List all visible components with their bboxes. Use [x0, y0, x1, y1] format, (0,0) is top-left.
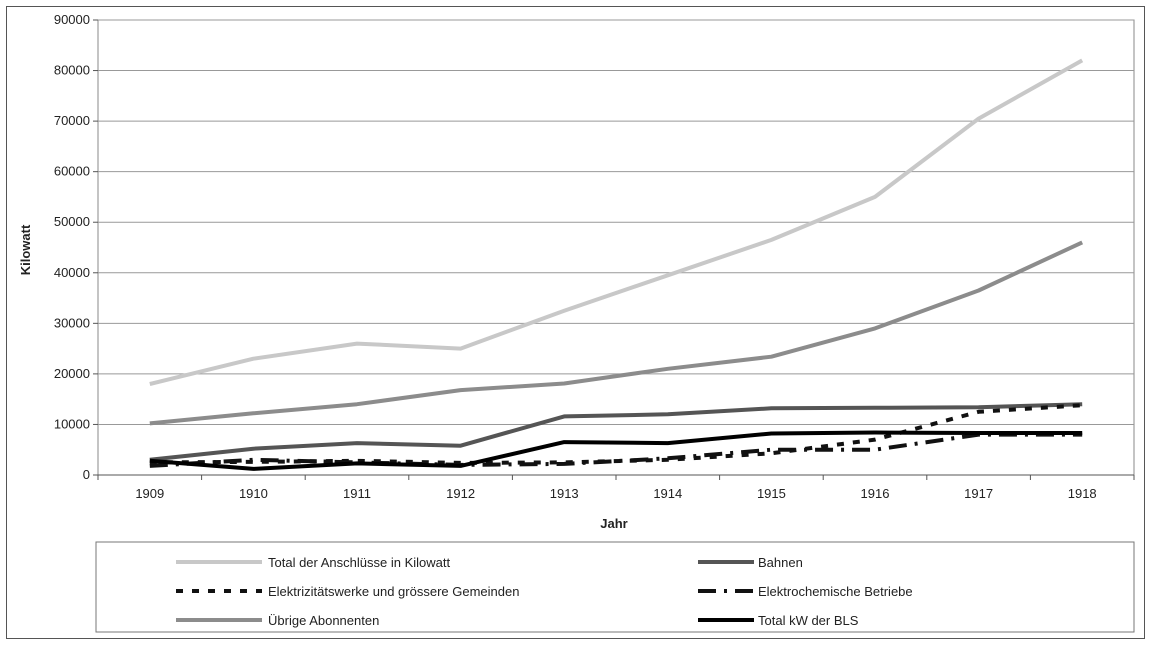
- x-tick-label: 1916: [861, 486, 890, 501]
- line-chart: 0 10000 20000 30000 40000 50000 60000 70000 8000…: [6, 6, 1145, 639]
- x-tick-label: 1911: [343, 486, 371, 501]
- legend-label-6: Total kW der BLS: [758, 613, 859, 628]
- x-tick-label: 1913: [550, 486, 579, 501]
- x-tick-label: 1909: [135, 486, 164, 501]
- y-tick-label: 30000: [54, 315, 90, 330]
- legend: Total der Anschlüsse in Kilowatt Bahnen El…: [95, 541, 1135, 633]
- y-tick-label: 40000: [54, 265, 90, 280]
- series-line-4: [149, 432, 1083, 468]
- legend-label-5: Übrige Abonnenten: [268, 613, 379, 628]
- x-tick-label: 1918: [1068, 486, 1097, 501]
- x-tick-label: 1914: [653, 486, 682, 501]
- x-tick-label: 1912: [446, 486, 475, 501]
- y-tick-label: 10000: [54, 416, 90, 431]
- legend-box: [95, 541, 1135, 633]
- legend-label-2: Bahnen: [758, 555, 803, 570]
- y-axis-label: Kilowatt: [18, 224, 33, 275]
- series-line-1: [149, 58, 1084, 386]
- x-tick-label: 1910: [239, 486, 268, 501]
- chart-container: 0 10000 20000 30000 40000 50000 60000 70000 8000…: [6, 6, 1146, 640]
- series-line-3: [149, 403, 1083, 465]
- legend-label-4: Elektrochemische Betriebe: [758, 584, 913, 599]
- y-tick-label: 60000: [54, 164, 90, 179]
- x-tick-label: 1917: [964, 486, 993, 501]
- chart-border: [6, 6, 1145, 639]
- x-tick-label: 1915: [757, 486, 786, 501]
- x-axis-label: Jahr: [600, 516, 627, 531]
- series-line-5: [149, 240, 1084, 426]
- legend-label-3: Elektrizitätswerke und grössere Gemeinde…: [268, 584, 519, 599]
- y-tick-label: 50000: [54, 214, 90, 229]
- series-line-2: [149, 402, 1083, 462]
- legend-label-1: Total der Anschlüsse in Kilowatt: [268, 555, 450, 570]
- series-lines: [149, 58, 1084, 471]
- axes: 0 10000 20000 30000 40000 50000 60000 70000 8000…: [54, 12, 1135, 501]
- y-tick-label: 80000: [54, 63, 90, 78]
- y-tick-label: 70000: [54, 113, 90, 128]
- y-tick-label: 90000: [54, 12, 90, 27]
- series-line-6: [149, 430, 1083, 471]
- y-tick-label: 20000: [54, 366, 90, 381]
- y-tick-label: 0: [83, 467, 90, 482]
